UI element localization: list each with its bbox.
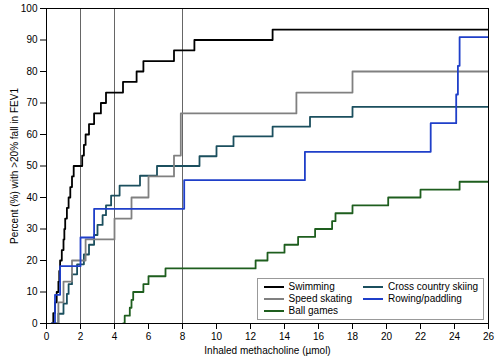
html-text:Rowing/paddling: Rowing/paddling bbox=[388, 293, 462, 304]
svg-text:60: 60 bbox=[26, 129, 38, 140]
html-text:Speed skating: Speed skating bbox=[288, 293, 352, 304]
svg-text:0: 0 bbox=[44, 331, 50, 342]
svg-text:14: 14 bbox=[279, 331, 291, 342]
svg-text:24: 24 bbox=[449, 331, 461, 342]
svg-text:12: 12 bbox=[245, 331, 257, 342]
svg-text:100: 100 bbox=[21, 3, 38, 14]
svg-text:0: 0 bbox=[32, 318, 38, 329]
svg-text:26: 26 bbox=[483, 331, 495, 342]
svg-text:Inhaled methacholine (µmol): Inhaled methacholine (µmol) bbox=[204, 345, 330, 356]
svg-text:70: 70 bbox=[26, 97, 38, 108]
svg-text:20: 20 bbox=[26, 255, 38, 266]
html-text:Cross country skiing: Cross country skiing bbox=[388, 281, 478, 292]
svg-text:8: 8 bbox=[180, 331, 186, 342]
svg-text:40: 40 bbox=[26, 192, 38, 203]
svg-text:30: 30 bbox=[26, 223, 38, 234]
svg-text:90: 90 bbox=[26, 34, 38, 45]
svg-text:Percent (%) with >20% fall in: Percent (%) with >20% fall in FEV1 bbox=[9, 88, 20, 244]
svg-text:80: 80 bbox=[26, 66, 38, 77]
svg-text:50: 50 bbox=[26, 160, 38, 171]
svg-text:4: 4 bbox=[112, 331, 118, 342]
svg-text:2: 2 bbox=[78, 331, 84, 342]
svg-text:6: 6 bbox=[146, 331, 152, 342]
html-text:Ball games: Ball games bbox=[288, 305, 338, 316]
svg-text:10: 10 bbox=[211, 331, 223, 342]
svg-text:20: 20 bbox=[381, 331, 393, 342]
svg-text:22: 22 bbox=[415, 331, 427, 342]
svg-text:16: 16 bbox=[313, 331, 325, 342]
svg-text:18: 18 bbox=[347, 331, 359, 342]
html-text:Swimming: Swimming bbox=[288, 281, 335, 292]
svg-text:10: 10 bbox=[26, 286, 38, 297]
